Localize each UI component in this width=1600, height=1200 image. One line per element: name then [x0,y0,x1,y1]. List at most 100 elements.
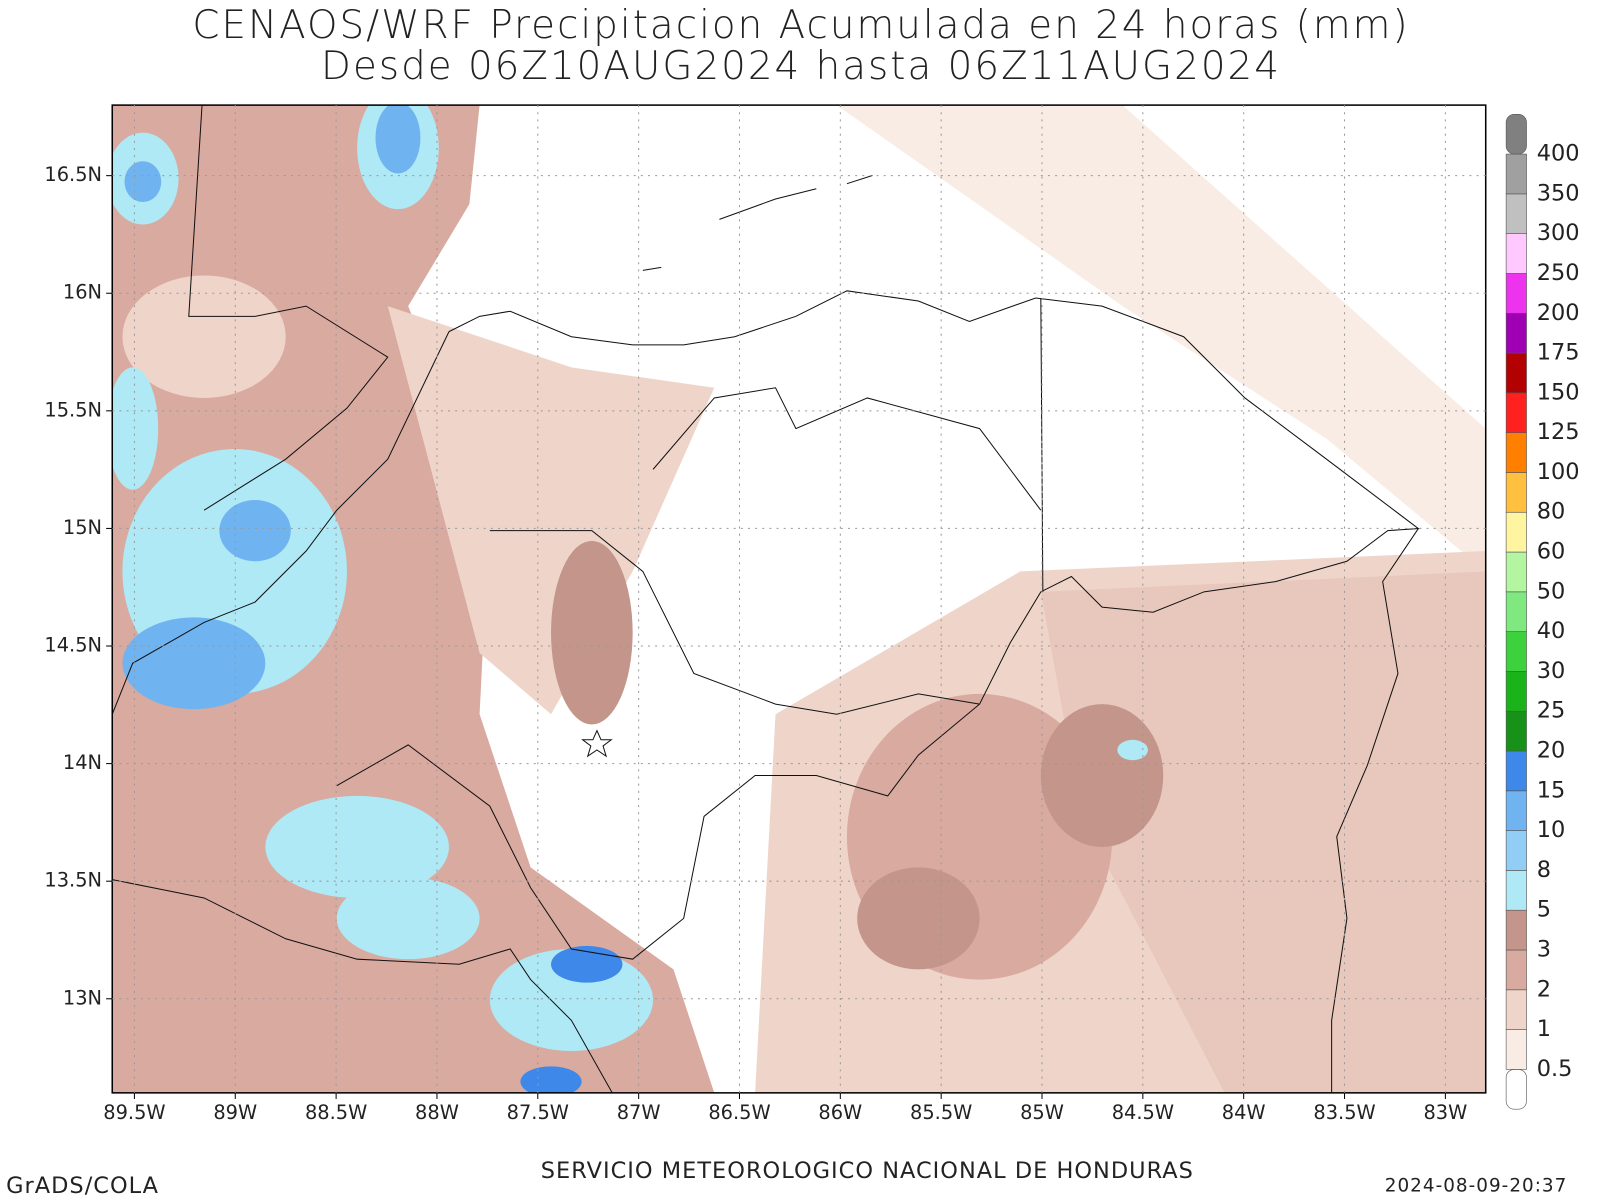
colorbar-label: 50 [1537,578,1566,604]
colorbar-box [1505,392,1527,433]
colorbar-box [1505,312,1527,354]
colorbar: 0.5 1 2 3 5 8 10 15 20 25 30 40 50 60 80 100 125 150 175 20… [1505,113,1580,1110]
x-tick-label: 85.5W [910,1101,972,1124]
x-tick-label: 88W [415,1101,459,1124]
colorbar-label: 25 [1537,698,1566,724]
x-tick-label: 87.5W [507,1101,569,1124]
field [122,617,266,710]
colorbar-label: 400 [1537,141,1580,167]
colorbar-box [1505,591,1527,632]
colorbar-box [1505,511,1527,553]
grid [106,105,1486,1099]
footer-left: GrADS/COLA [6,1173,159,1199]
y-tick-label: 14N [63,751,102,774]
field [122,275,286,398]
colorbar-label: 2 [1537,976,1551,1002]
y-tick-label: 13N [63,986,102,1009]
colorbar-box [1505,273,1527,314]
colorbar-label: 15 [1537,777,1566,803]
footer-center: SERVICIO METEOROLOGICO NACIONAL DE HONDU… [541,1158,1194,1184]
colorbar-label: 150 [1537,379,1580,405]
colorbar-box [1505,750,1527,792]
y-tick-label: 13.5N [44,869,102,892]
border [489,387,1042,715]
colorbar-box [1505,949,1527,991]
colorbar-box [1505,1029,1527,1070]
field [836,105,1486,572]
field [1040,571,1486,1093]
border [188,105,389,511]
colorbar-label: 20 [1537,738,1566,764]
x-tick-label: 85W [1020,1101,1064,1124]
colorbar-box [1505,631,1527,672]
colorbar-box [1505,671,1527,712]
colorbar-label: 60 [1537,539,1566,565]
colorbar-label: 125 [1537,419,1580,445]
title-line: Desde 06Z10AUG2024 hasta 06Z11AUG2024 [321,44,1281,89]
colorbar-label: 3 [1537,937,1551,963]
x-tick-label: 83W [1423,1101,1467,1124]
island [642,175,873,271]
x-tick-label: 84W [1222,1101,1266,1124]
map-frame [111,104,1487,1094]
x-tick-label: 88.5W [305,1101,367,1124]
field [387,306,715,715]
colorbar-box [1505,551,1527,593]
colorbar-box [1505,989,1527,1030]
colorbar-label: 8 [1537,857,1551,883]
precipitation-field [112,105,1486,1093]
colorbar-label: 100 [1537,459,1580,485]
x-tick-label: 86.5W [708,1101,770,1124]
colorbar-box [1505,1069,1527,1110]
x-tick-label: 83.5W [1313,1101,1375,1124]
field [112,367,159,490]
x-tick-label: 86W [818,1101,862,1124]
y-tick-label: 16.5N [44,163,102,186]
colorbar-label: 0.5 [1537,1056,1573,1082]
colorbar-label: 250 [1537,260,1580,286]
title-line: CENAOS/WRF Precipitacion Acumulada en 24… [192,3,1409,48]
colorbar-box [1505,432,1527,473]
coastline [1331,528,1419,1093]
colorbar-box [1505,193,1527,234]
colorbar-label: 1 [1537,1016,1551,1042]
colorbar-box [1505,710,1527,752]
field [857,867,980,970]
colorbar-box [1505,830,1527,871]
colorbar-box [1505,352,1527,394]
capital-marker [581,729,613,758]
field [1040,704,1164,847]
y-tick-label: 16N [63,281,102,304]
field [1117,739,1148,761]
field [265,795,449,898]
x-tick-label: 89W [213,1101,257,1124]
colorbar-label: 10 [1537,817,1566,843]
field [551,945,623,983]
colorbar-label: 200 [1537,300,1580,326]
border [336,290,1420,960]
x-tick-label: 89.5W [103,1101,165,1124]
colorbar-label: 175 [1537,340,1580,366]
colorbar-label: 5 [1537,897,1551,923]
footer-right: 2024-08-09-20:37 [1385,1176,1568,1197]
x-tick-label: 87W [617,1101,661,1124]
colorbar-label: 80 [1537,499,1566,525]
field [375,105,421,174]
colorbar-label: 350 [1537,180,1580,206]
y-tick-label: 14.5N [44,634,102,657]
colorbar-box [1505,790,1527,831]
colorbar-box [1505,153,1527,195]
colorbar-label: 40 [1537,618,1566,644]
field [336,877,480,960]
field [520,1066,582,1093]
field [124,161,162,203]
field [219,500,291,562]
colorbar-label: 300 [1537,220,1580,246]
colorbar-box [1505,113,1527,155]
y-tick-label: 15.5N [44,398,102,421]
colorbar-box [1505,870,1527,911]
colorbar-label: 30 [1537,658,1566,684]
colorbar-box [1505,472,1527,513]
x-tick-label: 84.5W [1112,1101,1174,1124]
